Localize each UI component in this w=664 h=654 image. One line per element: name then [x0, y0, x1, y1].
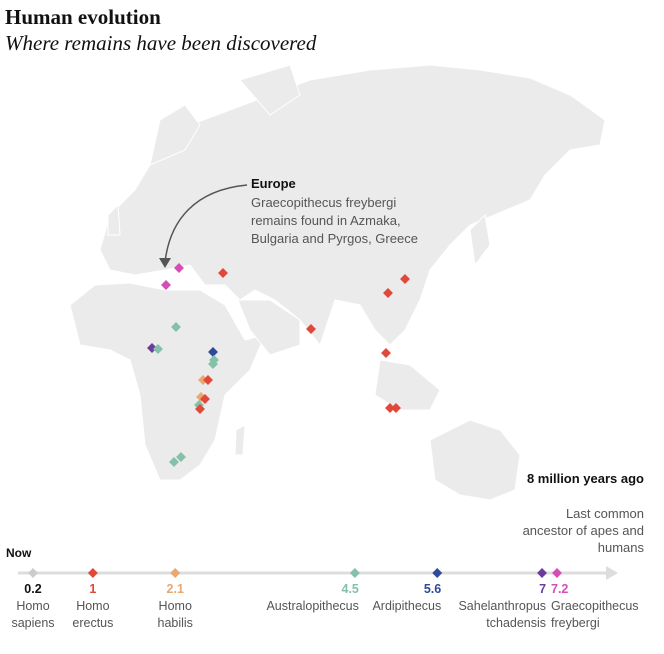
timeline-label: 4.5 Australopithecus — [266, 581, 358, 615]
timeline-value: 7.2 — [551, 582, 569, 596]
land-masses — [69, 64, 606, 501]
annotation-body: Graecopithecus freybergi remains found i… — [251, 195, 418, 246]
species-name: Sahelanthropus tchadensis — [458, 599, 547, 630]
species-name: Homo habilis — [157, 599, 193, 630]
land-australia — [429, 419, 521, 501]
timeline-marker — [552, 568, 562, 578]
site-marker — [174, 263, 184, 273]
timeline-label: 7.2 Graecopithecus freybergi — [551, 581, 641, 632]
land-eurasia — [99, 64, 606, 347]
site-marker — [381, 348, 391, 358]
timeline-marker — [537, 568, 547, 578]
site-marker — [391, 403, 401, 413]
species-name: Homo sapiens — [11, 599, 55, 630]
species-name: Australopithecus — [266, 599, 359, 613]
site-marker — [200, 394, 210, 404]
annotation-arrow — [164, 184, 248, 263]
site-marker — [306, 324, 316, 334]
timeline-start-label: Now — [6, 546, 32, 560]
timeline-label: 7 Sahelanthropus tchadensis — [456, 581, 546, 632]
land-arabia — [237, 299, 301, 356]
timeline-label: 0.2 Homo sapiens — [0, 581, 68, 632]
timeline-axis — [18, 566, 618, 580]
land-scandinavia — [149, 104, 201, 166]
land-southeast-asia — [374, 359, 441, 411]
land-madagascar — [234, 424, 246, 456]
site-marker — [385, 403, 395, 413]
timeline-value: 7 — [539, 582, 547, 596]
page-title: Human evolution — [5, 5, 161, 29]
timeline-value: 2.1 — [166, 582, 184, 596]
site-marker — [171, 322, 181, 332]
timeline-label: 1 Homo erectus — [58, 581, 128, 632]
timeline-marker — [87, 568, 98, 578]
site-marker — [203, 375, 213, 385]
timeline-value: 4.5 — [341, 582, 359, 596]
timeline-value: 0.2 — [24, 582, 42, 596]
species-name: Homo erectus — [72, 599, 114, 630]
timeline-marker — [170, 568, 181, 578]
land-british-isles — [107, 203, 121, 236]
species-name: Graecopithecus freybergi — [551, 599, 639, 630]
annotation-heading: Europe — [251, 176, 296, 191]
site-marker — [169, 457, 179, 467]
timeline-marker — [28, 568, 38, 578]
timeline-label: 5.6 Ardipithecus — [372, 581, 441, 615]
timeline-marker — [432, 568, 443, 578]
discovery-sites — [147, 263, 410, 467]
site-marker — [147, 343, 157, 353]
site-marker — [208, 359, 218, 369]
site-marker — [218, 268, 228, 278]
site-marker — [161, 280, 171, 290]
land-africa — [69, 282, 266, 481]
annotation-arrowhead — [159, 258, 171, 268]
timeline-label: 2.1 Homo habilis — [140, 581, 210, 632]
page-subtitle: Where remains have been discovered — [5, 31, 317, 55]
timeline-end-body: Last common ancestor of apes and humans — [522, 506, 644, 555]
species-name: Ardipithecus — [372, 599, 442, 613]
site-marker — [400, 274, 410, 284]
site-marker — [198, 375, 208, 385]
site-marker — [195, 404, 205, 414]
land-japan — [469, 213, 491, 267]
timeline-arrowhead — [606, 566, 618, 580]
timeline-value: 5.6 — [423, 582, 442, 596]
timeline-marker — [349, 568, 360, 578]
timeline-end-heading: 8 million years ago — [526, 471, 644, 486]
land-greenland — [239, 64, 301, 116]
timeline-value: 1 — [89, 582, 97, 596]
site-marker — [176, 452, 186, 462]
site-marker — [208, 347, 218, 357]
site-marker — [153, 344, 163, 354]
site-marker — [383, 288, 393, 298]
